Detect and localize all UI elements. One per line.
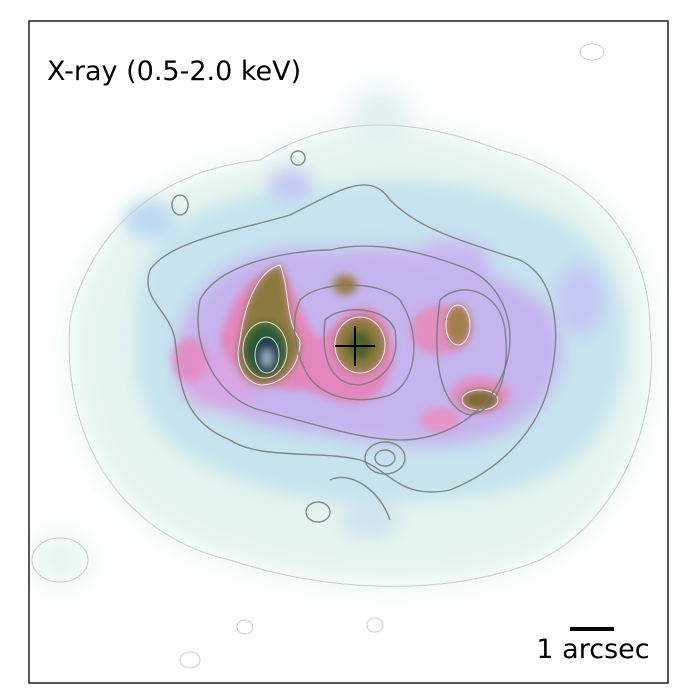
frame	[28, 20, 669, 684]
faint-outer-contours	[31, 43, 652, 669]
crosshair	[335, 326, 375, 366]
peak-emission	[238, 265, 498, 410]
band-label: X-ray (0.5-2.0 keV)	[47, 56, 301, 87]
gray-contours	[147, 150, 557, 523]
scale-bar-label: 1 arcsec	[536, 634, 649, 665]
white-contours	[237, 264, 499, 411]
